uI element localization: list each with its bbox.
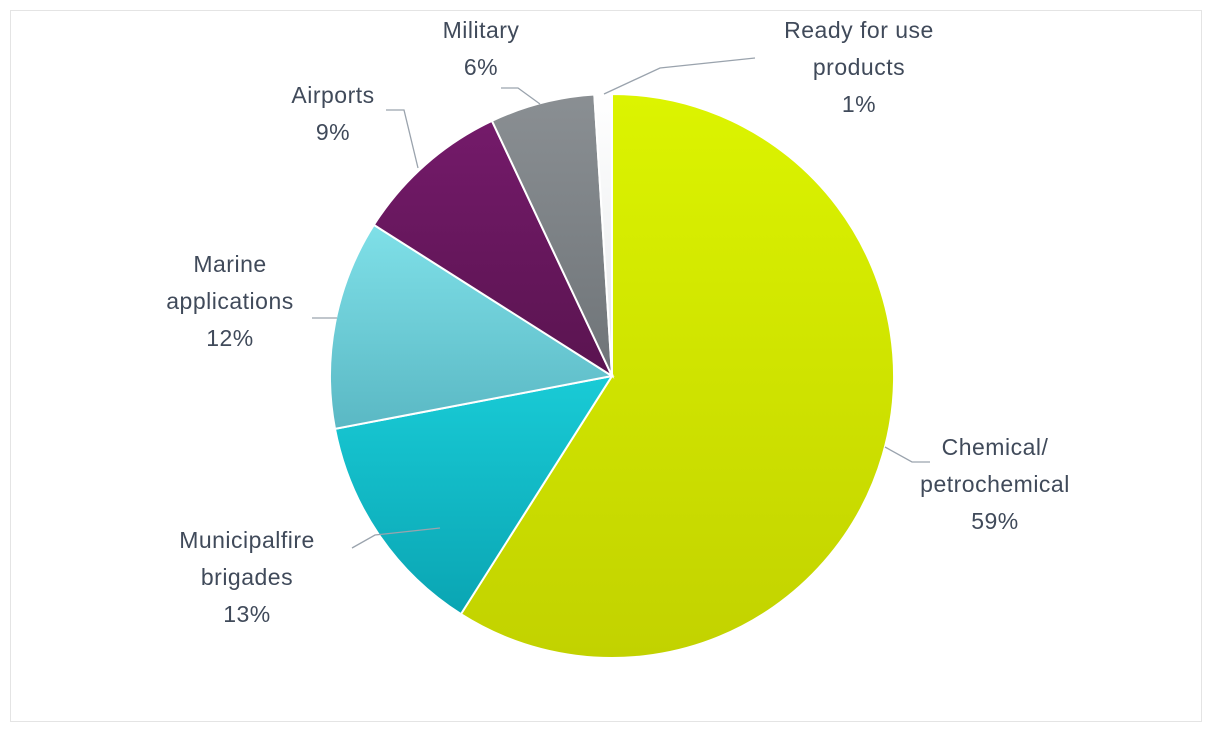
slice-category-label: Airports — [291, 82, 374, 108]
slice-label: Airports 9% — [291, 82, 374, 145]
leader-line — [884, 446, 930, 463]
leader-lines-layer — [312, 57, 930, 549]
slice-category-label: brigades — [201, 564, 293, 590]
pie-slice-ready-for-use-products — [593, 92, 613, 377]
slice-category-label: Ready for use — [784, 17, 934, 43]
pie-slice-airports — [372, 119, 615, 379]
slice-category-label: applications — [166, 288, 293, 314]
slice-value-label: 6% — [464, 54, 498, 80]
leader-line — [351, 527, 441, 549]
leader-line — [603, 57, 756, 95]
pie-slice-chemical-petrochemical — [459, 92, 895, 659]
slice-value-label: 1% — [842, 91, 876, 117]
pie-slice-marine-applications — [328, 223, 615, 431]
slice-category-label: Military — [443, 17, 520, 43]
slice-category-label: Municipalfire — [179, 527, 315, 553]
slice-value-label: 12% — [206, 325, 254, 351]
slice-category-label: petrochemical — [920, 471, 1070, 497]
leader-line — [501, 87, 541, 105]
slice-label: Municipalfire brigades 13% — [179, 527, 315, 627]
slice-category-label: Marine — [193, 251, 266, 277]
slice-category-label: Chemical/ — [942, 434, 1049, 460]
slice-value-label: 9% — [316, 119, 350, 145]
slice-label: Military 6% — [443, 17, 520, 80]
slice-value-label: 13% — [223, 601, 271, 627]
leader-line — [386, 109, 419, 169]
slice-category-label: products — [813, 54, 905, 80]
chart-frame — [10, 10, 1202, 722]
slice-label: Chemical/petrochemical 59% — [920, 434, 1070, 534]
labels-layer: Chemical/petrochemical 59% Municipalfire br… — [166, 17, 1070, 627]
slice-label: Ready for use products 1% — [784, 17, 934, 117]
slice-value-label: 59% — [971, 508, 1019, 534]
slices-layer — [328, 92, 895, 659]
slice-label: Marine applications 12% — [166, 251, 293, 351]
